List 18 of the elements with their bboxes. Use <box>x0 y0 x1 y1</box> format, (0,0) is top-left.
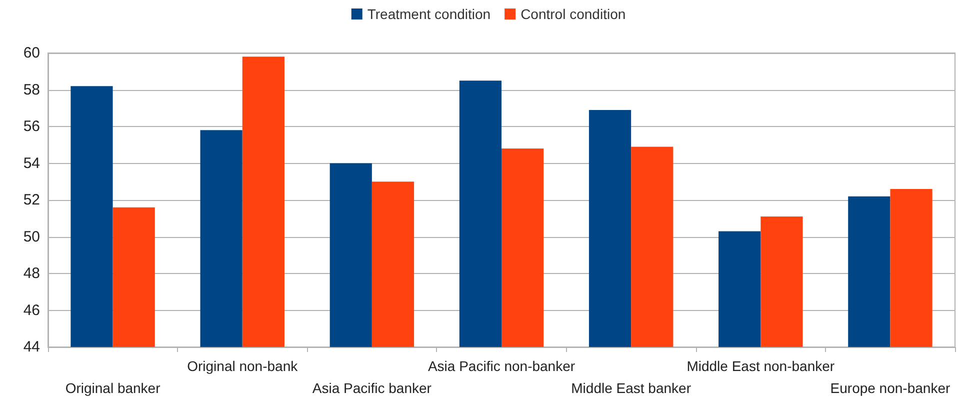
x-tick-label: Original non-bank <box>187 358 299 374</box>
y-tick-label: 48 <box>23 265 40 282</box>
x-tick-label: Middle East banker <box>571 380 692 396</box>
y-tick-label: 44 <box>23 338 40 356</box>
y-tick-label: 50 <box>23 228 40 246</box>
y-tick-label: 60 <box>23 44 40 62</box>
y-tick-label: 58 <box>23 81 40 98</box>
legend-label: Treatment condition <box>367 6 491 22</box>
x-tick-label: Original banker <box>65 380 161 396</box>
x-tick-label: Europe non-banker <box>830 380 950 396</box>
legend-label: Control condition <box>520 6 626 22</box>
y-tick-label: 56 <box>23 118 40 135</box>
x-tick-label: Asia Pacific non-banker <box>428 358 576 374</box>
x-tick-label: Asia Pacific banker <box>312 380 432 396</box>
y-tick-label: 54 <box>23 154 40 172</box>
y-tick-label: 52 <box>23 192 40 208</box>
y-tick-label: 46 <box>23 302 40 319</box>
x-tick-label: Middle East non-banker <box>686 358 835 374</box>
